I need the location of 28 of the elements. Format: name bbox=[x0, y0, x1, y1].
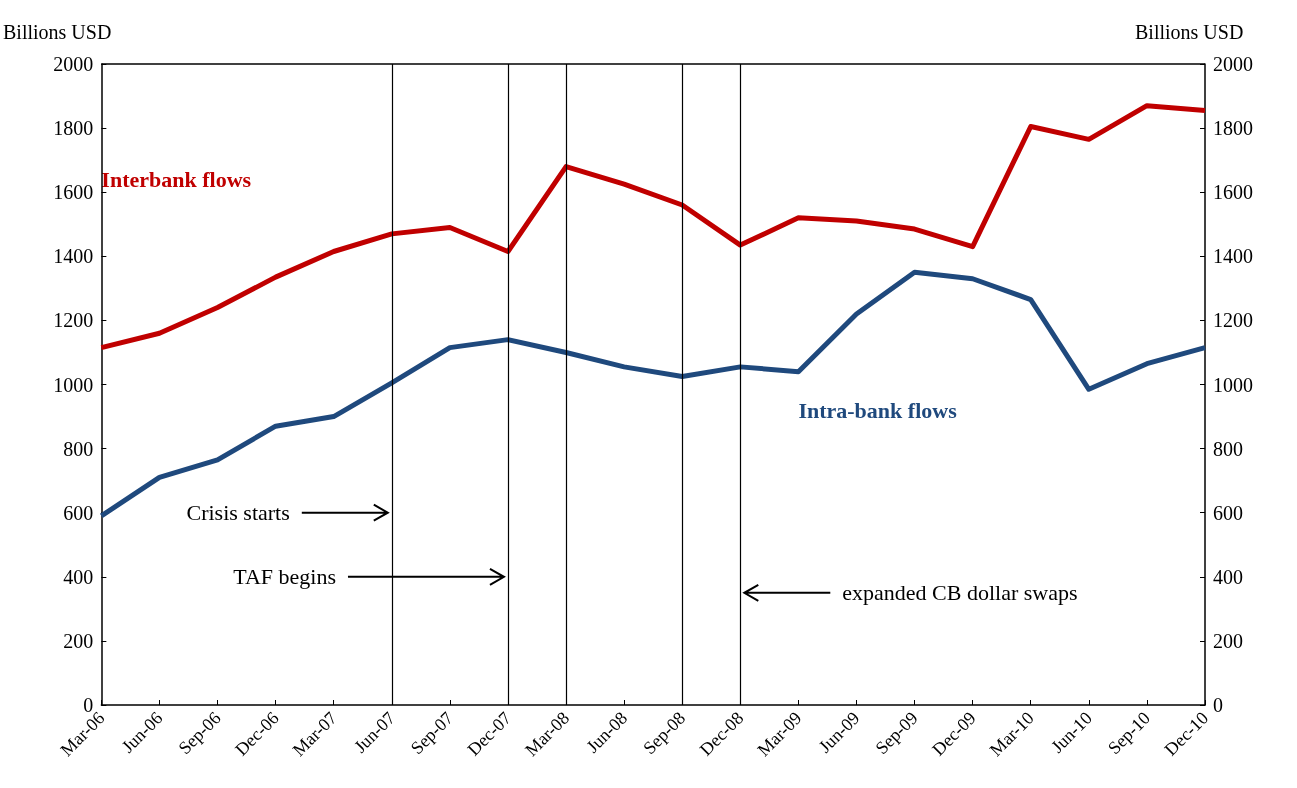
y2-tick-label: 1000 bbox=[1213, 373, 1253, 396]
y2-tick-label: 1400 bbox=[1213, 245, 1253, 268]
y-tick-label: 1200 bbox=[53, 309, 94, 332]
y2-tick-label: 400 bbox=[1213, 565, 1243, 588]
y2-tick-label: 1200 bbox=[1213, 309, 1253, 332]
y2-tick-label: 200 bbox=[1213, 629, 1243, 652]
series-label: Intra-bank flows bbox=[798, 397, 958, 423]
ref-line-label: TAF begins bbox=[233, 564, 336, 590]
ref-line-label: expanded CB dollar swaps bbox=[842, 580, 1078, 606]
y-tick-label: 600 bbox=[63, 501, 94, 524]
y-axis-title: Billions USD bbox=[3, 21, 112, 43]
y-tick-label: 2000 bbox=[53, 53, 94, 75]
y2-tick-label: 1800 bbox=[1213, 117, 1253, 140]
y-tick-label: 1400 bbox=[53, 245, 94, 268]
y-tick-label: 0 bbox=[83, 694, 94, 716]
y2-tick-label: 0 bbox=[1213, 694, 1223, 716]
y-tick-label: 1000 bbox=[53, 373, 94, 396]
y-tick-label: 400 bbox=[63, 565, 94, 588]
y2-tick-label: 2000 bbox=[1213, 53, 1253, 75]
y2-tick-label: 1600 bbox=[1213, 181, 1253, 204]
y2-axis-title: Billions USD bbox=[1135, 21, 1244, 43]
y-tick-label: 1600 bbox=[53, 181, 94, 204]
y-tick-label: 800 bbox=[63, 437, 94, 460]
ref-line-label: Crisis starts bbox=[186, 500, 290, 526]
y2-tick-label: 800 bbox=[1213, 437, 1243, 460]
y-tick-label: 200 bbox=[63, 629, 94, 652]
y2-tick-label: 600 bbox=[1213, 501, 1243, 524]
y-tick-label: 1800 bbox=[53, 117, 94, 140]
